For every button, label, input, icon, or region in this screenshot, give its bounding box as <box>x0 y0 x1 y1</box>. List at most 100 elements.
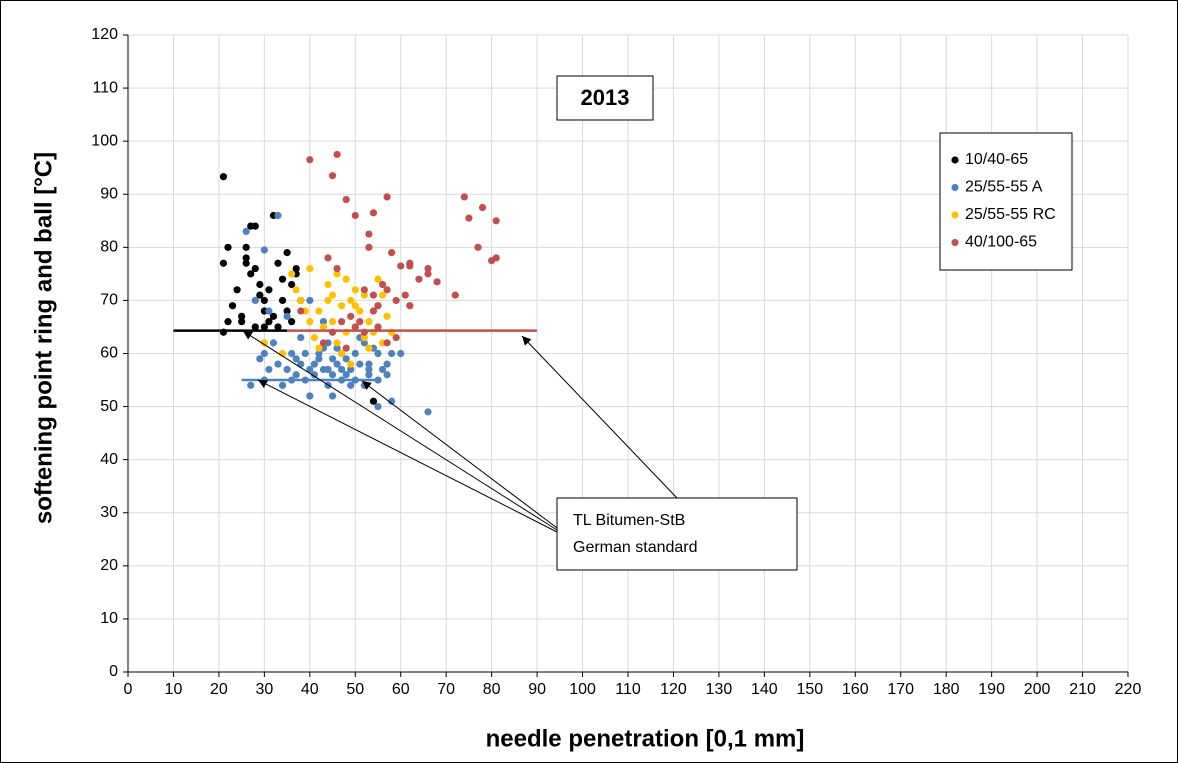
point <box>283 307 291 315</box>
point <box>474 243 482 251</box>
point <box>374 349 382 358</box>
point <box>392 296 400 305</box>
point <box>251 264 259 273</box>
point <box>219 173 228 181</box>
point <box>365 371 373 379</box>
point <box>315 307 323 315</box>
point <box>351 286 359 294</box>
x-tick-label: 150 <box>796 681 823 698</box>
x-tick-label: 40 <box>301 681 319 698</box>
point <box>333 344 341 352</box>
point <box>310 333 318 342</box>
point <box>347 296 355 305</box>
point <box>333 150 341 159</box>
x-tick-label: 60 <box>392 681 410 698</box>
point <box>324 280 332 289</box>
point <box>374 323 382 331</box>
point <box>265 365 273 374</box>
y-tick-label: 120 <box>91 26 118 43</box>
x-tick-label: 30 <box>255 681 273 698</box>
point <box>351 349 359 358</box>
point <box>319 323 328 331</box>
point <box>324 365 332 374</box>
point <box>374 275 382 283</box>
x-tick-label: 20 <box>210 681 228 698</box>
point <box>460 193 468 201</box>
point <box>319 318 328 326</box>
point <box>478 203 487 212</box>
legend-marker <box>951 238 959 247</box>
x-tick-label: 90 <box>528 681 546 698</box>
point <box>233 286 241 294</box>
y-tick-label: 60 <box>100 345 118 362</box>
point <box>224 243 232 251</box>
point <box>365 365 373 374</box>
point <box>283 312 291 320</box>
point <box>278 296 287 305</box>
point <box>328 392 337 400</box>
point <box>283 365 291 374</box>
point <box>306 392 314 400</box>
legend-label: 40/100-65 <box>965 234 1037 251</box>
point <box>365 230 373 238</box>
point <box>274 360 282 368</box>
point <box>347 360 355 368</box>
legend-label: 25/55-55 A <box>965 179 1043 196</box>
point <box>342 195 350 204</box>
x-tick-label: 140 <box>751 681 778 698</box>
point <box>333 339 341 347</box>
point <box>238 318 246 326</box>
point <box>292 371 300 379</box>
point <box>260 323 268 331</box>
point <box>333 264 341 273</box>
point <box>328 355 337 363</box>
legend-marker <box>951 183 959 192</box>
point <box>338 349 346 358</box>
legend-label: 10/40-65 <box>965 151 1028 168</box>
legend-items: 10/40-65 25/55-55 A 25/55-55 RC 40/100-65 <box>951 151 1056 251</box>
point <box>383 312 391 320</box>
point <box>306 264 314 273</box>
y-tick-label: 100 <box>91 132 118 149</box>
point <box>397 349 405 358</box>
point <box>333 270 341 278</box>
annotation-box <box>556 497 798 571</box>
legend-marker <box>951 211 959 219</box>
x-axis-label: needle penetration [0,1 mm] <box>486 725 805 752</box>
point <box>388 249 396 257</box>
point <box>360 291 368 299</box>
x-tick-label: 170 <box>887 681 914 698</box>
annotation-text: TL Bitumen-StB <box>573 512 685 529</box>
point <box>365 344 373 352</box>
point <box>351 211 359 220</box>
point <box>251 222 259 230</box>
point <box>356 318 364 326</box>
x-tick-label: 50 <box>346 681 364 698</box>
point <box>383 371 391 379</box>
point <box>228 302 237 310</box>
point <box>342 344 350 352</box>
plot <box>173 150 538 416</box>
point <box>242 227 250 236</box>
point <box>219 259 228 267</box>
point <box>433 278 441 286</box>
point <box>328 172 337 180</box>
y-tick-label: 110 <box>92 79 118 96</box>
point <box>388 349 396 358</box>
point <box>415 275 423 283</box>
point <box>328 318 337 326</box>
point <box>274 323 282 331</box>
point <box>260 246 268 254</box>
point <box>392 333 400 342</box>
point <box>292 355 300 363</box>
point <box>288 270 296 278</box>
point <box>288 349 296 358</box>
x-tick-label: 110 <box>615 681 641 698</box>
point <box>406 262 414 270</box>
point <box>465 214 473 222</box>
arrow <box>257 379 558 533</box>
point <box>383 193 391 201</box>
point <box>242 254 250 262</box>
x-tick-label: 160 <box>842 681 869 698</box>
